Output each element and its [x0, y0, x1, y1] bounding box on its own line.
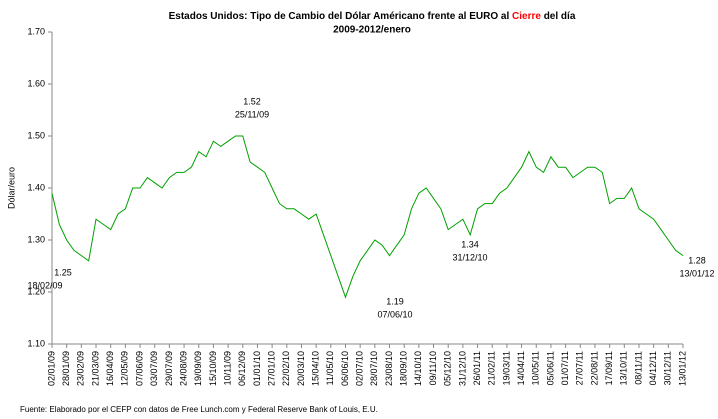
x-tick-label: 10/05/11: [531, 351, 541, 385]
x-tick-label: 28/01/09: [61, 351, 71, 386]
x-tick-label: 03/07/09: [149, 351, 159, 386]
annotation-value: 1.28: [688, 255, 706, 265]
source-note: Fuente: Elaborado por el CEFP con datos …: [20, 405, 378, 414]
title-part: Estados Unidos: Tipo de Cambio del Dólar…: [169, 11, 512, 22]
chart-title: Estados Unidos: Tipo de Cambio del Dólar…: [169, 11, 576, 22]
y-tick-label: 1.20: [27, 286, 45, 296]
x-tick-label: 30/12/11: [663, 351, 673, 385]
y-tick-label: 1.70: [27, 26, 45, 36]
x-tick-label: 02/07/10: [355, 351, 365, 386]
chart-subtitle: 2009-2012/enero: [333, 25, 411, 36]
x-tick-label: 15/04/10: [311, 351, 321, 386]
data-line: [51, 135, 684, 299]
annotation-date: 25/11/09: [235, 109, 269, 119]
x-tick-label: 13/10/11: [619, 351, 629, 385]
x-tick-label: 07/06/09: [134, 351, 144, 386]
annotation-date: 31/12/10: [452, 252, 487, 262]
x-tick-label: 01/07/11: [560, 351, 570, 385]
x-tick-label: 01/01/10: [252, 351, 262, 386]
x-tick-label: 05/06/11: [545, 351, 555, 385]
x-tick-label: 18/09/10: [399, 351, 409, 386]
x-tick-label: 29/07/09: [164, 351, 174, 386]
x-tick-label: 19/09/09: [193, 351, 203, 386]
y-tick-label: 1.60: [27, 78, 45, 88]
x-tick-label: 12/05/09: [120, 351, 130, 386]
x-tick-label: 23/08/10: [384, 351, 394, 386]
annotation-value: 1.52: [243, 96, 261, 106]
x-tick-label: 16/04/09: [105, 351, 115, 386]
x-tick-label: 09/11/10: [428, 351, 438, 385]
annotation-date: 18/02/09: [27, 280, 62, 290]
annotation-date: 13/01/12: [679, 268, 714, 278]
x-tick-label: 14/10/10: [413, 351, 423, 386]
x-tick-label: 21/03/09: [90, 351, 100, 386]
x-tick-label: 24/08/09: [178, 351, 188, 386]
x-tick-label: 28/07/10: [369, 351, 379, 386]
x-tick-label: 27/07/11: [575, 351, 585, 385]
title-highlight: Cierre: [512, 11, 541, 22]
x-tick-label: 26/01/11: [472, 351, 482, 385]
x-tick-label: 22/02/10: [281, 351, 291, 386]
x-tick-label: 19/03/11: [501, 351, 511, 385]
x-tick-label: 02/01/09: [46, 351, 56, 386]
y-tick-label: 1.50: [27, 130, 45, 140]
x-tick-label: 23/02/09: [76, 351, 86, 386]
x-tick-label: 06/12/09: [237, 351, 247, 386]
y-tick-label: 1.30: [27, 234, 45, 244]
annotation-value: 1.34: [461, 239, 479, 249]
x-tick-label: 15/10/09: [208, 351, 218, 386]
x-tick-label: 06/06/10: [340, 351, 350, 386]
y-axis-label: Dólar/euro: [6, 167, 16, 209]
x-tick-label: 31/12/10: [457, 351, 467, 386]
x-tick-label: 17/09/11: [604, 351, 614, 385]
y-tick-label: 1.10: [27, 338, 45, 348]
x-tick-label: 14/04/11: [516, 351, 526, 385]
annotation-value: 1.25: [54, 267, 72, 277]
annotation-date: 07/06/10: [377, 309, 412, 319]
x-tick-label: 22/08/11: [589, 351, 599, 385]
annotation-value: 1.19: [386, 296, 404, 306]
x-tick-label: 21/02/11: [487, 351, 497, 385]
x-tick-label: 27/01/10: [266, 351, 276, 386]
x-tick-label: 04/12/11: [648, 351, 658, 385]
y-tick-label: 1.40: [27, 182, 45, 192]
x-tick-label: 10/11/09: [222, 351, 232, 385]
x-tick-label: 05/12/10: [443, 351, 453, 386]
x-tick-label: 08/11/11: [633, 351, 643, 385]
x-tick-label: 20/03/10: [296, 351, 306, 386]
x-tick-label: 13/01/12: [677, 351, 687, 386]
x-tick-label: 11/05/10: [325, 351, 335, 385]
title-part: del día: [541, 11, 576, 22]
